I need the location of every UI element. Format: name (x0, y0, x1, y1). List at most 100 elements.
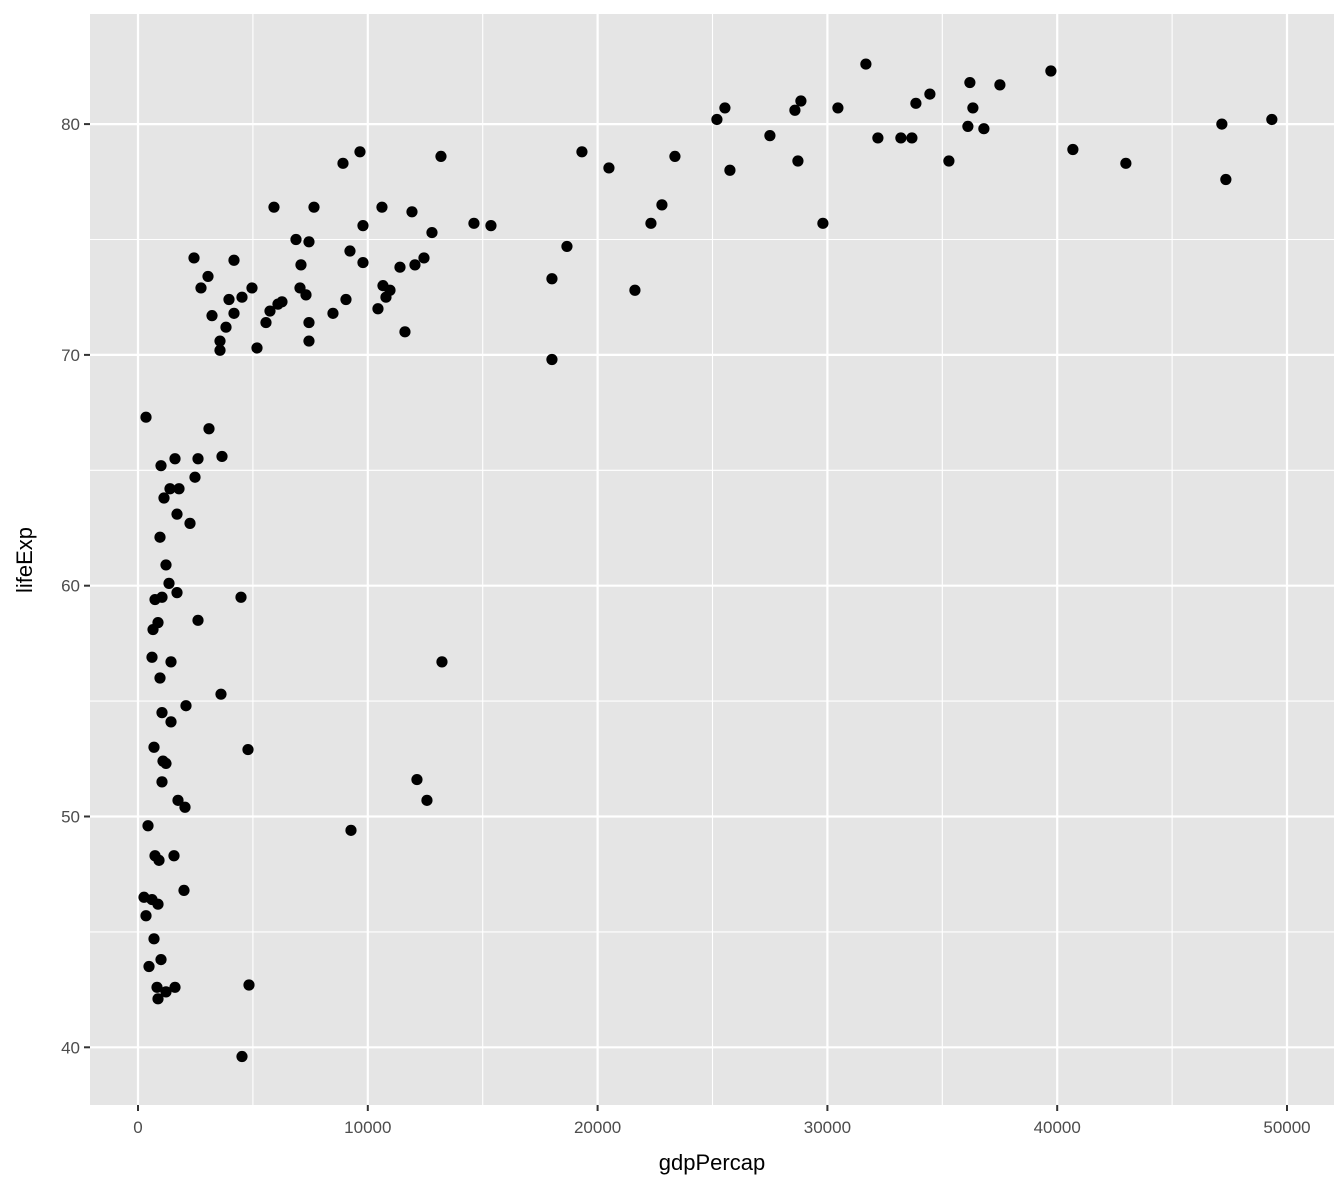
data-point (195, 282, 207, 294)
data-point (235, 591, 247, 603)
data-point (964, 76, 976, 89)
data-point (303, 316, 315, 329)
data-point (340, 293, 352, 306)
data-point (151, 981, 163, 993)
x-tick-label: 40000 (1034, 1118, 1081, 1137)
data-point (376, 201, 388, 213)
data-point (860, 58, 872, 70)
data-point (872, 132, 884, 144)
data-point (418, 252, 430, 264)
data-point (202, 270, 214, 283)
data-point (656, 199, 668, 211)
data-point (140, 411, 152, 423)
data-point (546, 353, 558, 366)
data-point (789, 104, 801, 116)
data-point (295, 259, 307, 271)
data-point (943, 155, 955, 167)
y-axis-title: lifeExp (12, 527, 37, 593)
data-point (409, 259, 421, 271)
data-point (214, 344, 226, 356)
data-point (576, 146, 588, 158)
y-axis: 40 50 60 70 80 (61, 115, 90, 1057)
y-tick-label: 60 (61, 577, 80, 596)
x-tick-label: 30000 (804, 1118, 851, 1137)
data-point (178, 884, 190, 896)
data-point (220, 321, 232, 333)
data-point (832, 102, 844, 114)
data-point (327, 307, 339, 319)
data-point (142, 820, 154, 832)
data-point (924, 88, 936, 100)
data-point (188, 252, 200, 264)
data-point (264, 305, 276, 317)
data-point (792, 155, 804, 167)
data-point (243, 979, 255, 991)
data-point (156, 591, 168, 603)
data-point (435, 150, 447, 163)
data-point (268, 201, 280, 213)
data-point (228, 307, 240, 319)
data-point (468, 217, 480, 229)
data-point (154, 531, 166, 543)
data-point (967, 102, 979, 114)
data-point (1266, 113, 1278, 126)
data-point (724, 164, 736, 176)
data-point (215, 688, 227, 700)
data-point (394, 261, 406, 273)
x-axis-title: gdpPercap (659, 1150, 765, 1175)
data-point (152, 993, 164, 1005)
data-point (1045, 65, 1057, 77)
data-point (300, 289, 312, 301)
data-point (164, 483, 176, 495)
data-point (158, 492, 170, 504)
x-tick-label: 50000 (1263, 1118, 1310, 1137)
data-point (152, 898, 164, 910)
data-point (895, 132, 907, 144)
data-point (817, 217, 829, 229)
x-tick-label: 10000 (344, 1118, 391, 1137)
data-point (372, 303, 384, 315)
data-point (216, 450, 228, 463)
data-point (223, 293, 235, 306)
data-point (411, 773, 423, 786)
data-point (603, 162, 615, 174)
data-point (165, 656, 177, 668)
data-point (156, 707, 168, 719)
data-point (426, 226, 438, 239)
data-point (214, 335, 226, 347)
data-point (169, 453, 181, 465)
data-point (910, 97, 922, 109)
data-point (148, 933, 160, 945)
y-tick-label: 70 (61, 346, 80, 365)
data-point (192, 614, 204, 626)
data-point (140, 910, 152, 922)
data-point (153, 854, 165, 866)
data-point (242, 743, 254, 756)
data-point (171, 587, 183, 599)
data-point (337, 157, 349, 169)
x-tick-label: 0 (133, 1118, 142, 1137)
y-tick-label: 50 (61, 807, 80, 826)
data-point (168, 850, 180, 862)
data-point (165, 716, 177, 728)
data-point (994, 79, 1006, 91)
data-point (357, 220, 369, 232)
data-point (169, 981, 181, 993)
data-point (561, 240, 573, 253)
data-point (184, 517, 196, 529)
data-point (160, 559, 172, 571)
y-tick-label: 80 (61, 115, 80, 134)
data-point (192, 453, 204, 465)
data-point (645, 217, 657, 229)
data-point (764, 130, 776, 142)
data-point (669, 150, 681, 163)
data-point (156, 776, 168, 788)
data-point (160, 757, 172, 770)
data-point (160, 986, 172, 998)
data-point (163, 577, 175, 589)
data-point (978, 123, 990, 135)
data-point (146, 651, 158, 663)
data-point (148, 741, 160, 753)
data-point (1216, 118, 1228, 130)
data-point (173, 483, 185, 495)
